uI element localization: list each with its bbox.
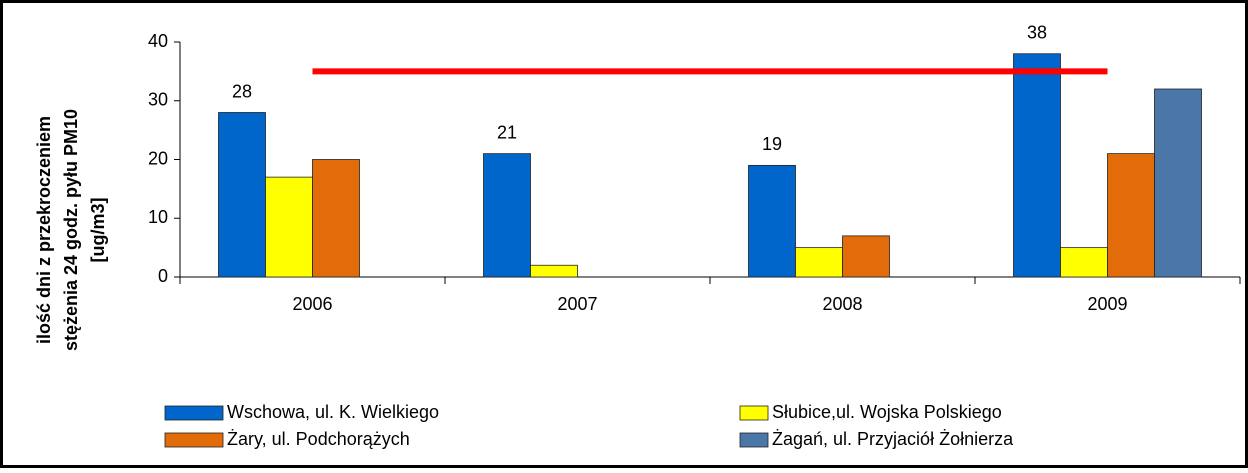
legend-swatch [739,405,769,421]
x-tick-label: 2009 [1087,294,1127,314]
legend-swatch [164,432,224,448]
bar [1154,88,1202,278]
bar [483,153,531,278]
y-tick-label: 10 [148,207,168,227]
bar [218,112,266,278]
y-axis-label: ilość dni z przekroczeniem [34,116,54,344]
y-tick-label: 30 [148,90,168,110]
bar [1107,153,1155,278]
legend-swatch [164,405,224,421]
data-label: 19 [762,134,782,154]
legend-label: Żagań, ul. Przyjaciół Żołnierza [772,429,1014,449]
bar [312,159,360,278]
bar [748,164,796,278]
x-tick-label: 2007 [557,294,597,314]
x-tick-label: 2006 [292,294,332,314]
data-label: 38 [1027,23,1047,43]
legend-label: Słubice,ul. Wojska Polskiego [772,402,1002,422]
y-axis-label: stężenia 24 godz. pyłu PM10 [61,109,81,351]
y-tick-label: 20 [148,148,168,168]
bar [1013,53,1061,278]
legend-swatch [739,432,769,448]
data-label: 28 [232,81,252,101]
data-label: 21 [497,122,517,142]
bar [265,176,313,278]
x-tick-label: 2008 [822,294,862,314]
y-tick-label: 0 [158,266,168,286]
bar [842,235,890,278]
y-axis-label: [ug/m3] [88,198,108,263]
y-tick-label: 40 [148,31,168,51]
bar [1060,247,1108,278]
bar [795,247,843,278]
bar [530,264,578,278]
legend-label: Żary, ul. Podchorążych [227,429,410,449]
legend-label: Wschowa, ul. K. Wielkiego [227,402,439,422]
